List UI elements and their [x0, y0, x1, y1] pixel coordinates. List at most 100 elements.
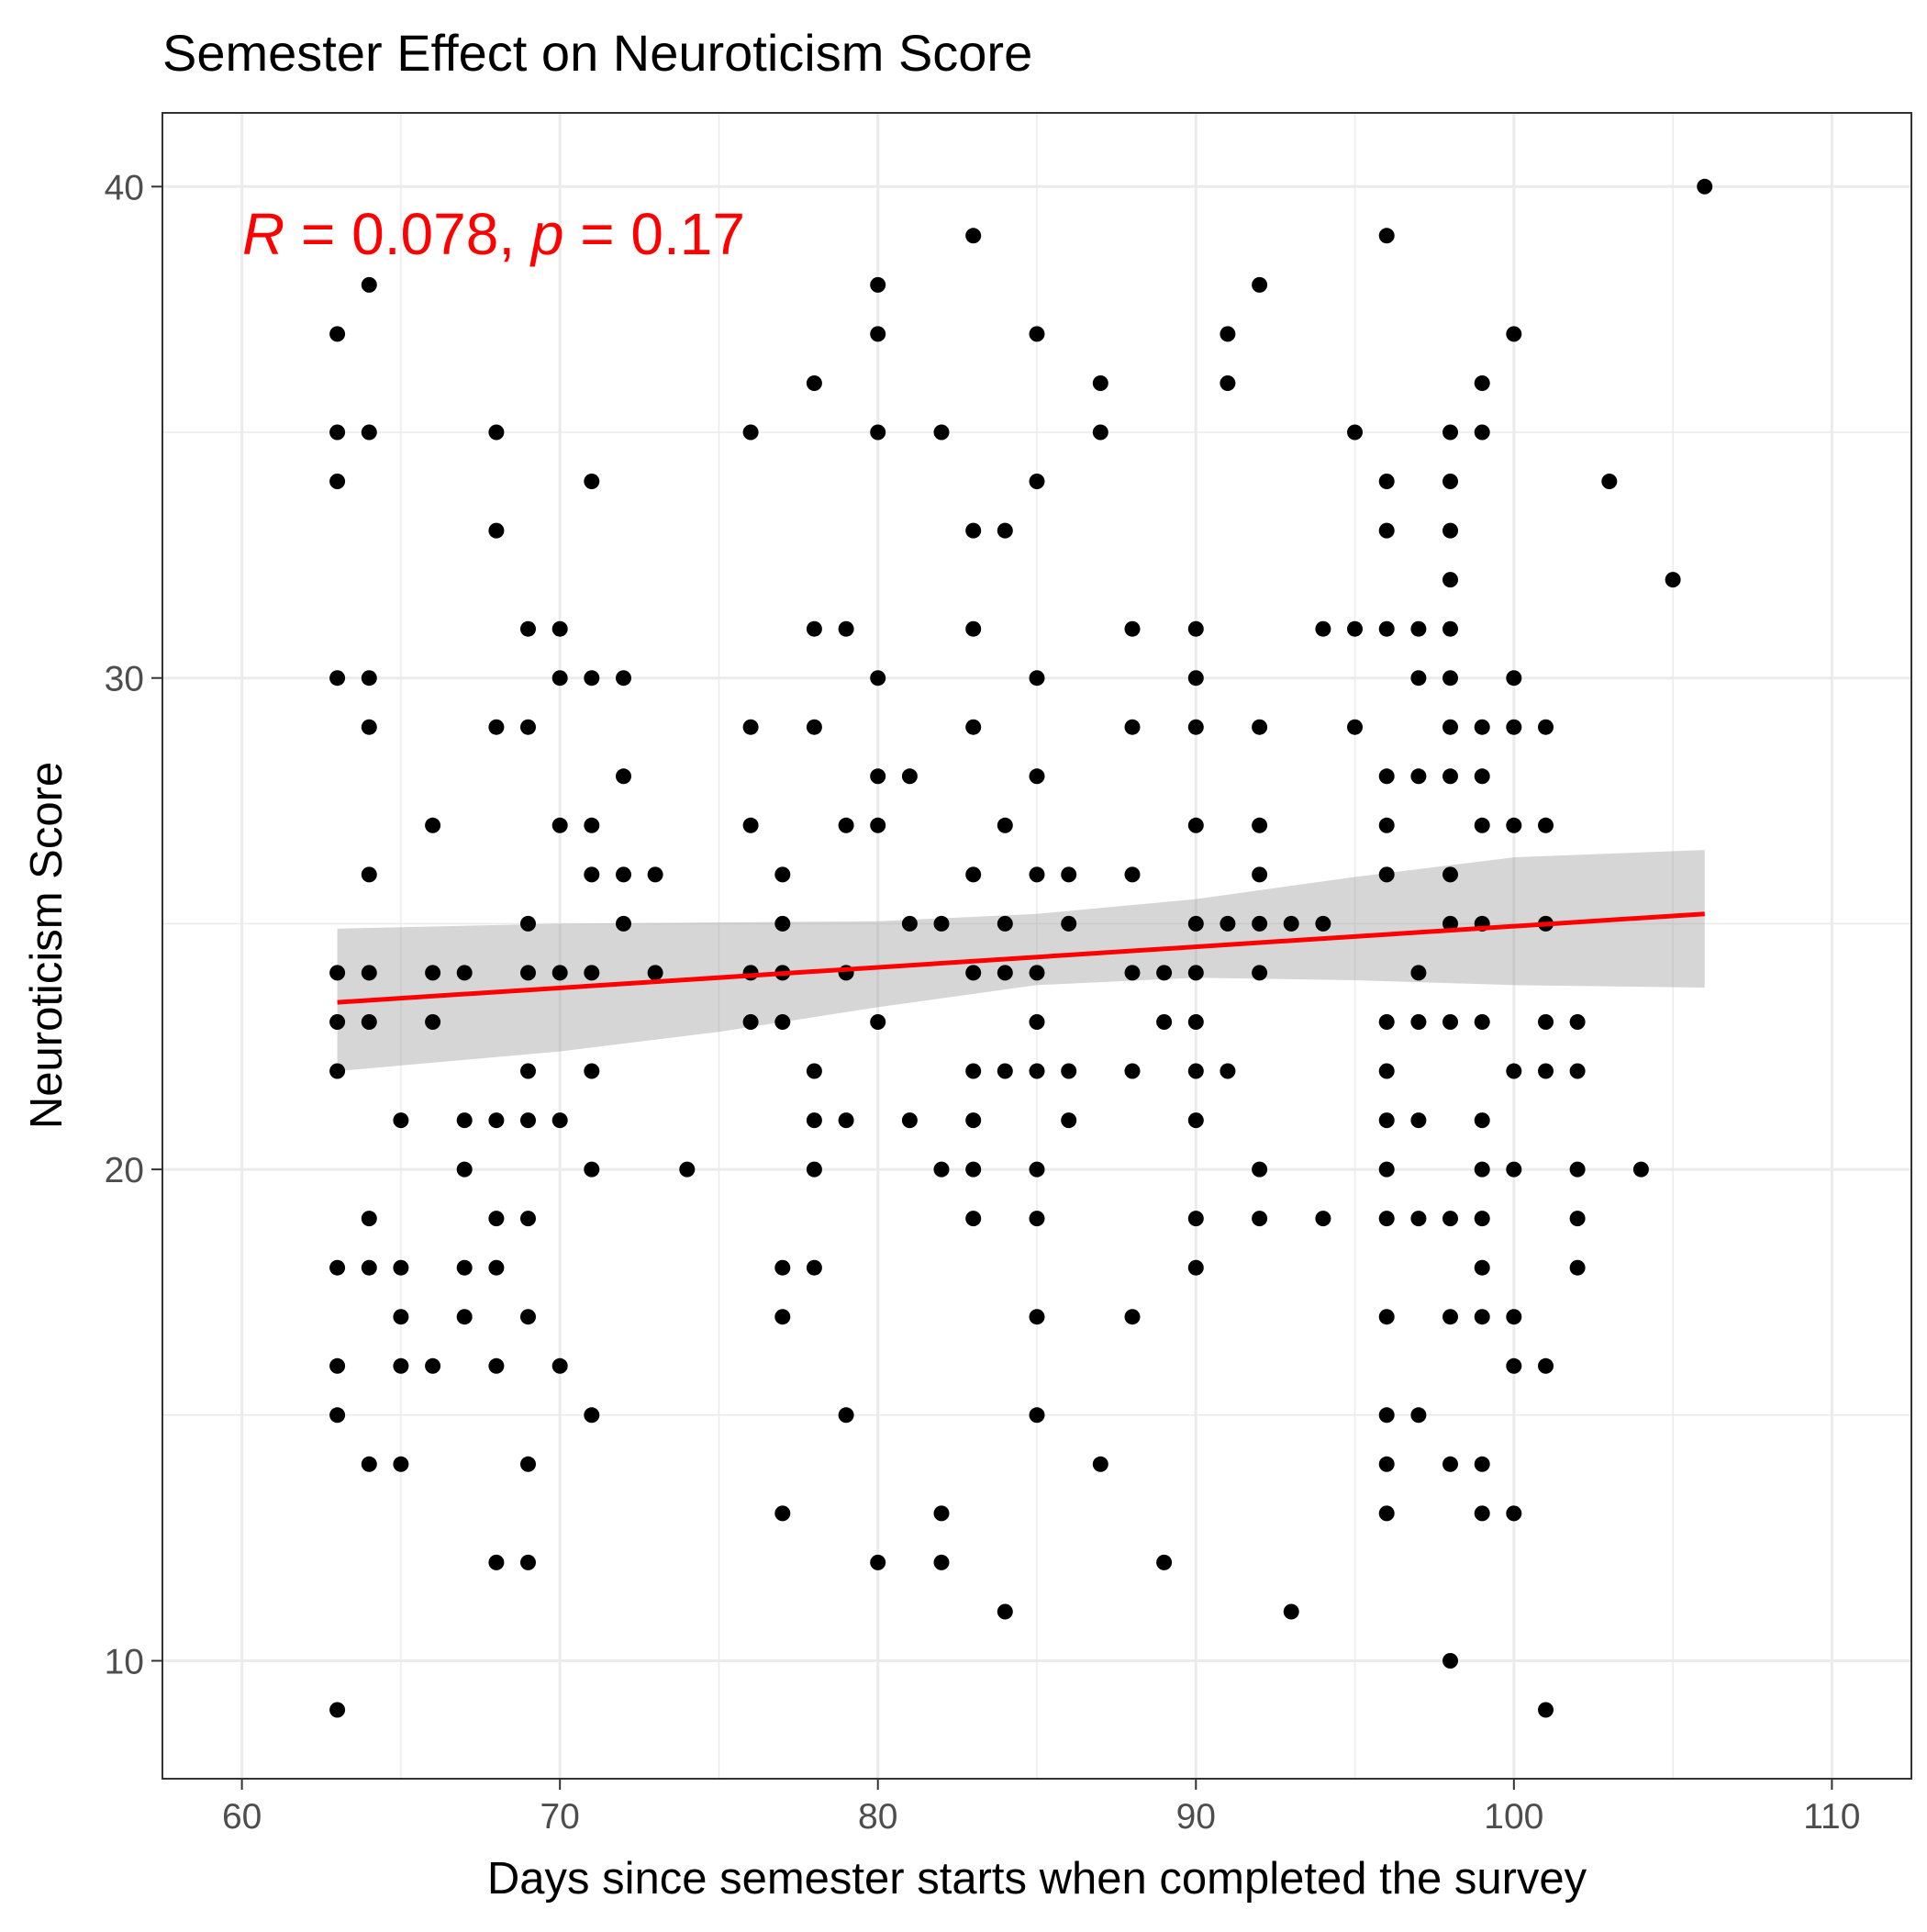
data-point — [1410, 1407, 1427, 1424]
data-point — [584, 866, 600, 883]
data-point — [1378, 866, 1395, 883]
data-point — [1569, 1211, 1586, 1227]
data-point — [1410, 1112, 1427, 1129]
data-point — [1506, 670, 1522, 687]
x-tick-label: 100 — [1484, 1797, 1543, 1837]
data-point — [1410, 670, 1427, 687]
data-point — [393, 1456, 409, 1472]
data-point — [1283, 915, 1299, 932]
data-point — [520, 1211, 536, 1227]
data-point — [742, 817, 759, 833]
data-point — [647, 866, 663, 883]
data-point — [1187, 1014, 1204, 1030]
data-point — [1029, 965, 1045, 981]
data-point — [329, 670, 346, 687]
data-point — [1029, 1309, 1045, 1325]
data-point — [1474, 817, 1490, 833]
y-axis: 10 20 30 40 — [105, 168, 162, 1682]
regression-line — [337, 911, 1705, 1005]
x-tick-label: 90 — [1176, 1797, 1216, 1837]
data-point — [1220, 915, 1236, 932]
data-point — [1029, 1161, 1045, 1178]
data-point — [1442, 620, 1458, 637]
data-point — [361, 670, 377, 687]
data-point — [616, 768, 631, 785]
data-point — [551, 670, 568, 687]
data-point — [965, 1112, 982, 1129]
data-point — [488, 1259, 505, 1276]
data-point — [933, 915, 950, 932]
data-point — [1029, 1063, 1045, 1079]
data-point — [1187, 915, 1204, 932]
data-point — [997, 1603, 1013, 1620]
data-point — [393, 1259, 409, 1276]
data-point — [616, 866, 631, 883]
y-axis-label: Neuroticism Score — [22, 762, 72, 1129]
data-point — [1187, 670, 1204, 687]
chart-title: Semester Effect on Neuroticism Score — [162, 24, 1032, 82]
data-point — [1442, 1653, 1458, 1669]
data-point — [520, 1456, 536, 1472]
data-point — [1124, 719, 1141, 735]
x-tick-label: 110 — [1803, 1797, 1860, 1837]
data-point — [997, 965, 1013, 981]
data-point — [806, 375, 822, 391]
x-tick-label: 70 — [540, 1797, 579, 1837]
data-point — [1538, 817, 1554, 833]
data-point — [425, 965, 441, 981]
data-point — [1061, 915, 1077, 932]
data-point — [1378, 1112, 1395, 1129]
data-point — [870, 1554, 886, 1570]
data-point — [551, 620, 568, 637]
data-point — [361, 1211, 377, 1227]
data-point — [1378, 1309, 1395, 1325]
data-point — [584, 474, 600, 489]
data-point — [488, 719, 505, 735]
data-point — [361, 719, 377, 735]
data-point — [1252, 965, 1268, 981]
data-point — [329, 1702, 346, 1718]
data-point — [1029, 326, 1045, 342]
data-point — [965, 522, 982, 539]
data-point — [1187, 1063, 1204, 1079]
data-point — [1187, 1259, 1204, 1276]
data-point — [1378, 1014, 1395, 1030]
data-point — [901, 768, 918, 785]
data-point — [1029, 866, 1045, 883]
data-point — [870, 276, 886, 293]
data-point — [1506, 326, 1522, 342]
data-point — [1347, 620, 1363, 637]
data-point — [393, 1112, 409, 1129]
data-point — [1092, 424, 1108, 441]
data-point — [361, 965, 377, 981]
data-point — [1378, 1407, 1395, 1424]
data-point — [456, 1161, 473, 1178]
data-point — [1124, 1063, 1141, 1079]
data-point — [1124, 620, 1141, 637]
x-axis: 60 70 80 90 100 110 — [222, 1779, 1860, 1837]
data-point — [774, 1505, 791, 1522]
data-point — [616, 670, 631, 687]
grid-major — [162, 113, 1911, 1779]
data-point — [965, 719, 982, 735]
data-point — [1220, 375, 1236, 391]
data-point — [1506, 1505, 1522, 1522]
data-point — [806, 1063, 822, 1079]
data-point — [901, 915, 918, 932]
data-point — [1442, 1014, 1458, 1030]
stat-annotation: R = 0.078, p = 0.17 — [242, 201, 745, 267]
data-point — [997, 1063, 1013, 1079]
data-point — [806, 1259, 822, 1276]
data-point — [1474, 1211, 1490, 1227]
data-point — [1474, 1161, 1490, 1178]
y-tick-label: 10 — [105, 1643, 144, 1682]
data-point — [742, 424, 759, 441]
data-point — [520, 620, 536, 637]
data-point — [1187, 965, 1204, 981]
panel-border — [162, 112, 1912, 1780]
data-point — [1252, 915, 1268, 932]
data-point — [488, 522, 505, 539]
data-point — [1442, 1211, 1458, 1227]
data-point — [870, 768, 886, 785]
data-point — [1506, 1357, 1522, 1374]
